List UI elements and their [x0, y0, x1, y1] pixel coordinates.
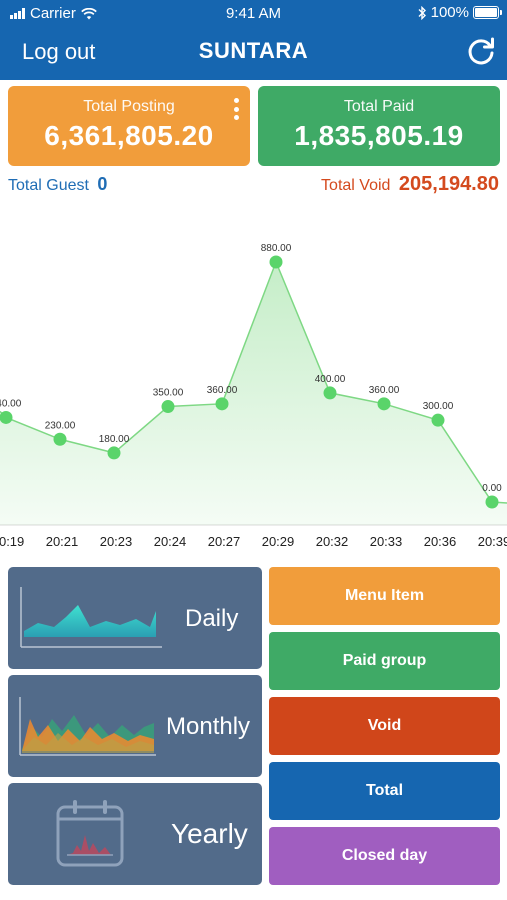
- carrier-label: Carrier: [30, 5, 76, 22]
- status-time: 9:41 AM: [225, 5, 282, 22]
- daily-report-tile[interactable]: Daily: [8, 567, 262, 669]
- more-vertical-icon[interactable]: [234, 98, 240, 120]
- chart-x-tick-label: 20:39: [478, 534, 507, 549]
- chart-point: [431, 413, 445, 427]
- total-posting-card: Total Posting 6,361,805.20: [8, 86, 250, 166]
- chart-point: [161, 400, 175, 414]
- total-button[interactable]: Total: [269, 762, 500, 820]
- total-guest-label: Total Guest: [8, 177, 89, 194]
- chart-point: [0, 410, 13, 424]
- chart-area-fill: [0, 262, 507, 525]
- wifi-icon: [81, 7, 97, 19]
- chart-x-tick-label: 20:33: [370, 534, 403, 549]
- logout-button[interactable]: Log out: [22, 39, 96, 64]
- total-void: Total Void 205,194.80: [321, 173, 499, 196]
- monthly-report-tile[interactable]: Monthly: [8, 675, 262, 777]
- chart-x-tick-label: 20:27: [208, 534, 241, 549]
- sales-area-chart: 440.00 20:19 230.00 20:21 180.00 20:23 350.00 2…: [0, 243, 507, 549]
- total-paid-label: Total Paid: [343, 98, 415, 115]
- chart-x-tick-label: 20:36: [424, 534, 457, 549]
- void-button[interactable]: Void: [269, 697, 500, 755]
- chart-x-tick-label: 20:19: [0, 534, 24, 549]
- chart-data-label: 360.00: [369, 385, 400, 396]
- battery-icon: [473, 6, 502, 19]
- chart-point: [53, 432, 67, 446]
- chart-data-label: 360.00: [207, 385, 238, 396]
- chart-series-line: [0, 259, 507, 504]
- total-guest-value: 0: [97, 174, 108, 194]
- chart-data-label: 0.00: [482, 483, 502, 494]
- daily-chart-icon: [20, 587, 162, 648]
- refresh-icon[interactable]: [465, 36, 497, 68]
- total-paid-value: 1,835,805.19: [294, 120, 464, 151]
- total-void-value: 205,194.80: [398, 173, 499, 195]
- paid-group-button[interactable]: Paid group: [269, 632, 500, 690]
- yearly-label: Yearly: [171, 818, 248, 849]
- chart-point: [269, 255, 283, 269]
- menu-item-button[interactable]: Menu Item: [269, 567, 500, 625]
- carrier-info: Carrier: [10, 5, 97, 22]
- chart-x-tick-label: 20:21: [46, 534, 79, 549]
- chart-data-label: 440.00: [0, 398, 22, 409]
- chart-x-tick-label: 20:24: [154, 534, 187, 549]
- chart-data-label: 230.00: [45, 420, 76, 431]
- chart-point: [323, 386, 337, 400]
- chart-point: [485, 495, 499, 509]
- chart-point: [215, 397, 229, 411]
- chart-data-label: 300.00: [423, 401, 454, 412]
- bluetooth-icon: [418, 5, 426, 20]
- yearly-report-tile[interactable]: Yearly: [8, 783, 262, 885]
- status-bar: Carrier 9:41 AM 100%: [0, 0, 507, 26]
- chart-data-label: 180.00: [99, 434, 130, 445]
- total-posting-value: 6,361,805.20: [44, 120, 214, 151]
- chart-point: [107, 446, 121, 460]
- monthly-chart-icon: [19, 697, 156, 756]
- battery-label: 100%: [430, 4, 469, 21]
- chart-x-tick-label: 20:23: [100, 534, 133, 549]
- signal-icon: [10, 8, 25, 19]
- chart-x-tick-label: 20:29: [262, 534, 295, 549]
- calendar-icon: [56, 800, 124, 867]
- closed-day-button[interactable]: Closed day: [269, 827, 500, 885]
- total-posting-label: Total Posting: [83, 98, 175, 115]
- chart-point: [377, 397, 391, 411]
- total-guest: Total Guest 0: [8, 174, 107, 195]
- total-paid-card: Total Paid 1,835,805.19: [258, 86, 500, 166]
- monthly-label: Monthly: [166, 713, 251, 740]
- nav-bar: Log out SUNTARA: [0, 26, 507, 80]
- daily-label: Daily: [185, 605, 239, 632]
- chart-data-label: 880.00: [261, 243, 292, 254]
- chart-data-label: 400.00: [315, 374, 346, 385]
- battery-status: 100%: [417, 4, 502, 21]
- total-void-label: Total Void: [321, 177, 391, 194]
- chart-x-tick-label: 20:32: [316, 534, 349, 549]
- chart-data-label: 350.00: [153, 388, 184, 399]
